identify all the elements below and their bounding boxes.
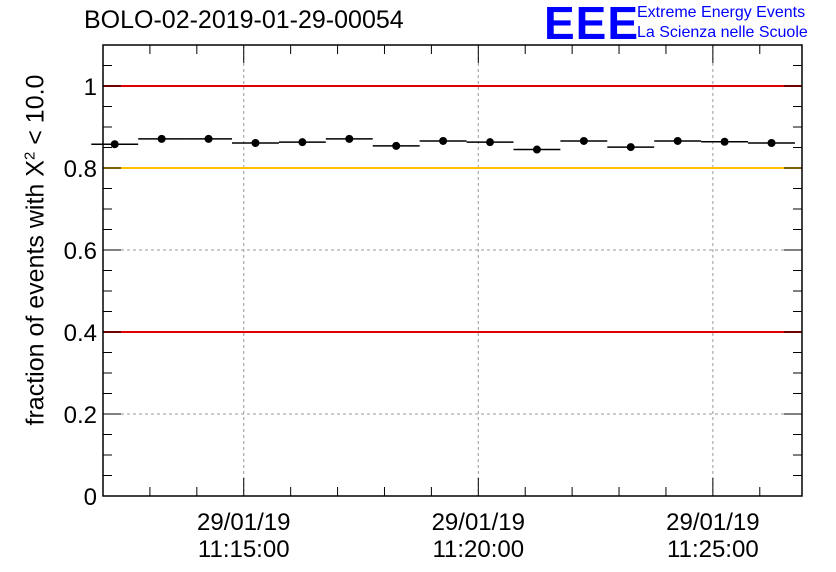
y-tick-label: 1 <box>84 74 97 101</box>
logo-line-2: La Scienza nelle Scuole <box>637 24 808 41</box>
x-tick-label-date: 29/01/19 <box>197 509 290 536</box>
y-axis-label-suffix: < 10.0 <box>21 74 50 152</box>
data-point <box>767 138 776 147</box>
eee-logo-mark: EEE <box>544 0 640 49</box>
y-tick-label: 0 <box>84 484 97 511</box>
y-axis-label-symbol: X <box>21 160 50 177</box>
data-point <box>439 136 448 145</box>
plot-frame <box>102 44 803 497</box>
eee-logo: EEE Extreme Energy Events La Scienza nel… <box>544 0 836 49</box>
y-tick-label: 0.4 <box>64 320 97 347</box>
x-tick-label-date: 29/01/19 <box>432 509 525 536</box>
x-tick-label-time: 11:15:00 <box>198 536 290 563</box>
y-tick-label: 0.8 <box>64 156 97 183</box>
data-point <box>720 137 729 146</box>
x-tick-label-time: 11:20:00 <box>432 536 524 563</box>
data-point <box>298 138 307 147</box>
data-point <box>673 136 682 145</box>
data-point <box>110 140 119 149</box>
data-point <box>532 145 541 154</box>
logo-line-1: Extreme Energy Events <box>637 4 806 21</box>
data-point <box>579 136 588 145</box>
x-tick-label-date: 29/01/19 <box>666 509 759 536</box>
data-point <box>486 138 495 147</box>
y-axis-label-prefix: fraction of events with <box>21 176 50 426</box>
data-point <box>204 134 213 143</box>
data-point <box>251 138 260 147</box>
data-point <box>345 134 354 143</box>
y-tick-label: 0.2 <box>64 402 97 429</box>
y-axis-label-superscript: 2 <box>21 151 39 161</box>
data-point <box>392 141 401 150</box>
data-point <box>626 143 635 152</box>
data-point <box>157 134 166 143</box>
y-axis-label: fraction of events with X2 < 10.0 <box>21 75 50 426</box>
chart-title: BOLO-02-2019-01-29-00054 <box>84 6 404 34</box>
y-tick-label: 0.6 <box>64 238 97 265</box>
x-tick-label-time: 11:25:00 <box>667 536 759 563</box>
